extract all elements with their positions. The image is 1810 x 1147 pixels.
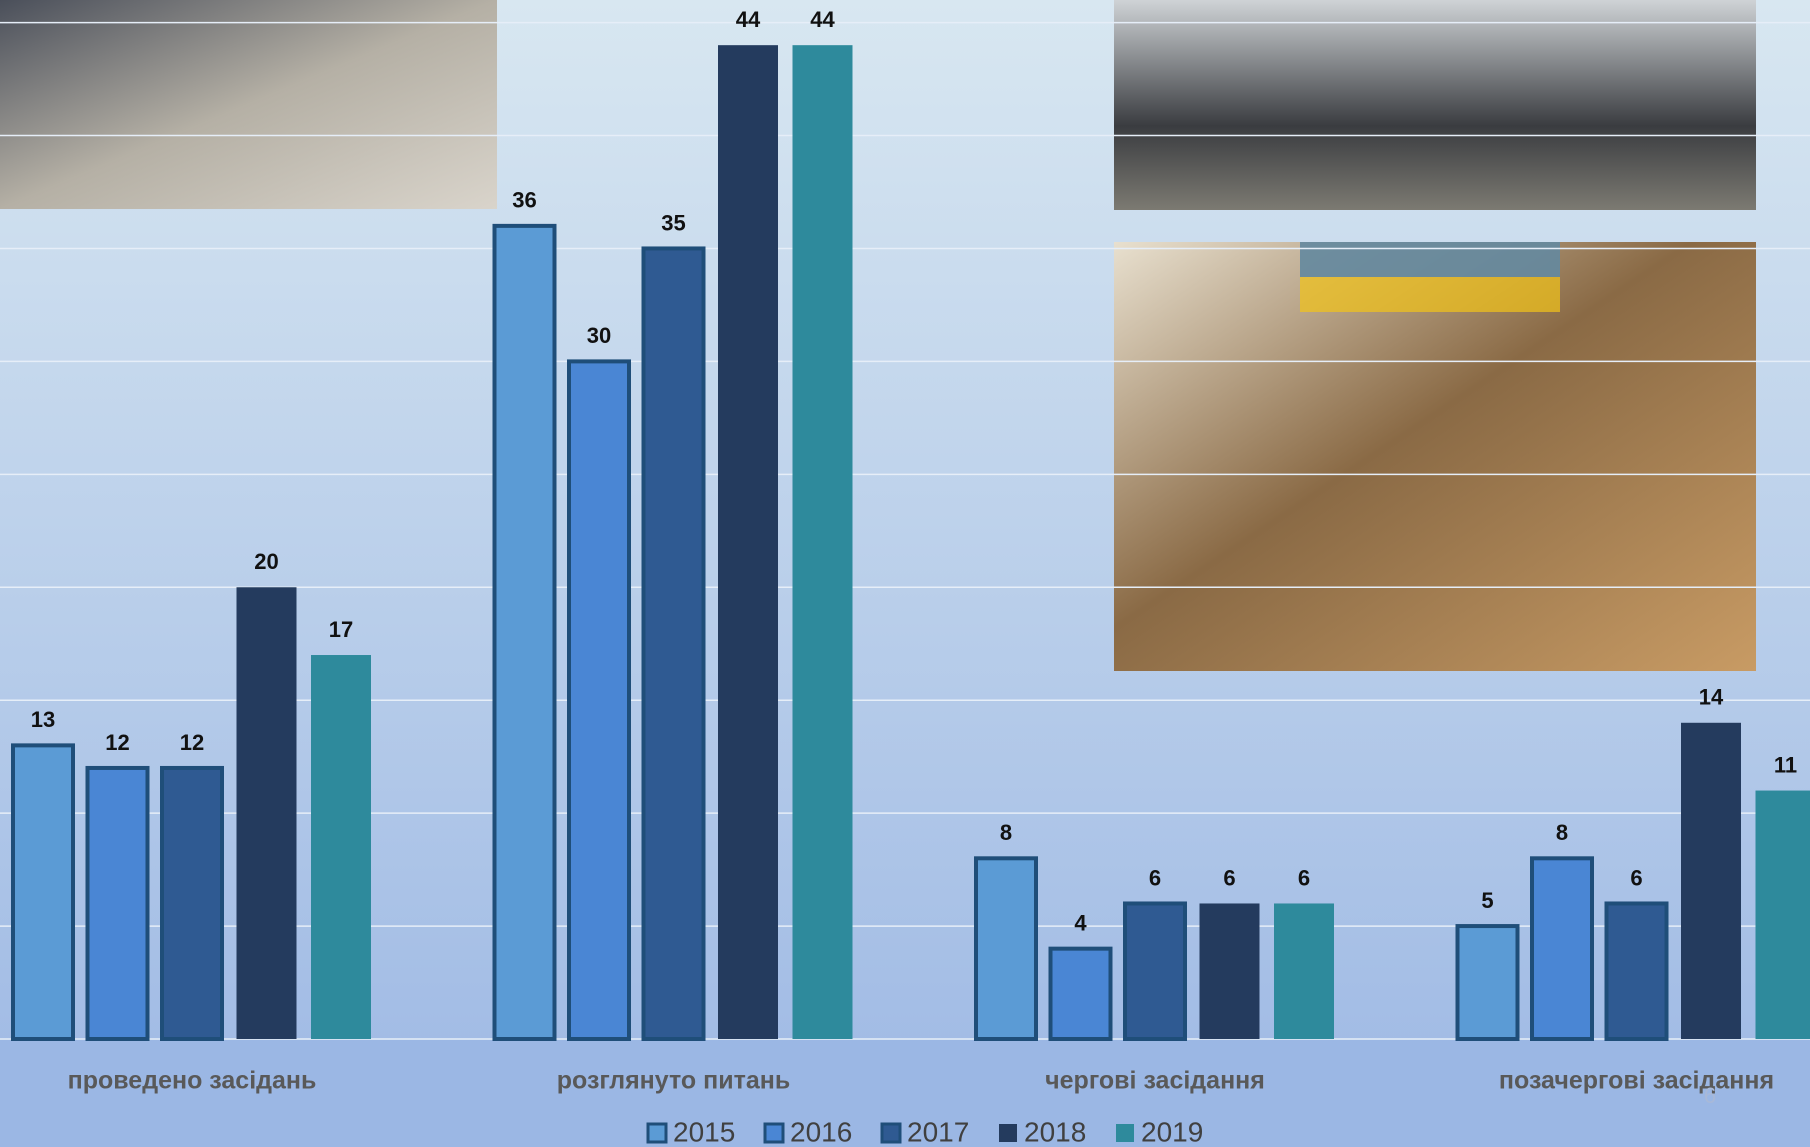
value-label: 44 — [736, 7, 761, 32]
bar — [976, 858, 1036, 1039]
bar — [793, 45, 853, 1039]
value-label: 36 — [512, 188, 536, 213]
value-label: 8 — [1000, 820, 1012, 845]
value-label: 6 — [1298, 865, 1310, 890]
x-tick-label: чергові засідання — [1045, 1067, 1265, 1095]
bar — [495, 226, 555, 1039]
x-tick-label: позачергові засідання — [1499, 1067, 1774, 1095]
value-label: 14 — [1699, 685, 1724, 710]
bar — [644, 248, 704, 1039]
legend-swatch — [882, 1124, 900, 1142]
legend-swatch — [648, 1124, 666, 1142]
bar — [1532, 858, 1592, 1039]
legend-swatch — [999, 1124, 1017, 1142]
legend-label: 2015 — [673, 1116, 735, 1147]
legend-label: 2018 — [1024, 1116, 1086, 1147]
value-label: 11 — [1774, 752, 1797, 777]
value-label: 12 — [180, 730, 204, 755]
value-label: 8 — [1556, 820, 1568, 845]
legend-swatch — [1116, 1124, 1134, 1142]
bar — [1607, 903, 1667, 1039]
value-label: 4 — [1074, 910, 1087, 935]
bar — [1274, 903, 1334, 1039]
bar — [1200, 903, 1260, 1039]
photo — [0, 0, 497, 209]
flag-decoration — [1300, 242, 1560, 277]
value-label: 44 — [810, 7, 835, 32]
bar — [718, 45, 778, 1039]
value-label: 6 — [1149, 865, 1161, 890]
value-label: 6 — [1630, 865, 1642, 890]
bar — [1125, 903, 1185, 1039]
value-label: 30 — [587, 323, 611, 348]
legend-label: 2019 — [1141, 1116, 1203, 1147]
value-label: 13 — [31, 707, 55, 732]
bar — [569, 361, 629, 1039]
x-tick-label: розглянуто питань — [557, 1067, 790, 1095]
value-label: 12 — [105, 730, 129, 755]
value-label: 35 — [661, 210, 685, 235]
bar — [1051, 949, 1111, 1039]
legend-swatch — [765, 1124, 783, 1142]
photo — [1114, 0, 1756, 210]
bar — [162, 768, 222, 1039]
bar — [1756, 791, 1810, 1039]
value-label: 20 — [254, 549, 278, 574]
chart: 1312122017проведено засідань3630354444ро… — [0, 0, 1810, 1147]
value-label: 17 — [329, 617, 353, 642]
bar — [1458, 926, 1518, 1039]
x-tick-label: проведено засідань — [68, 1067, 317, 1095]
bar — [1681, 723, 1741, 1039]
legend-label: 2017 — [907, 1116, 969, 1147]
bar — [237, 587, 297, 1039]
bar — [311, 655, 371, 1039]
value-label: 6 — [1223, 865, 1235, 890]
legend-label: 2016 — [790, 1116, 852, 1147]
value-label: 5 — [1481, 888, 1493, 913]
bar — [13, 745, 73, 1039]
page: 1312122017проведено засідань3630354444ро… — [0, 0, 1810, 1147]
bar — [88, 768, 148, 1039]
page-number: 6 — [1704, 1083, 1716, 1108]
